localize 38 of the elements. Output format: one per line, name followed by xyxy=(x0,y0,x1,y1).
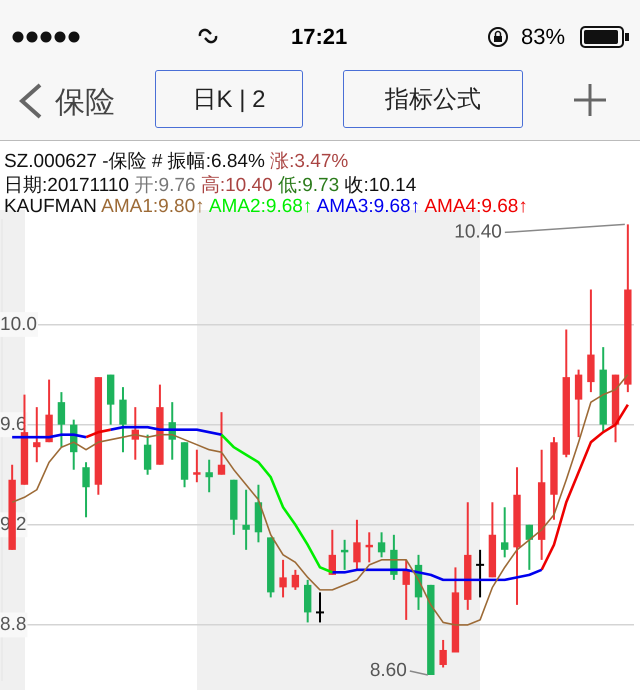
text: KAUFMAN xyxy=(4,196,97,217)
candlestick xyxy=(242,488,250,551)
candlestick xyxy=(378,531,386,558)
candlestick xyxy=(33,406,40,464)
candlestick xyxy=(58,391,66,448)
candlestick xyxy=(402,558,410,621)
candlestick xyxy=(279,558,287,598)
text: 涨:3.47% xyxy=(270,151,348,172)
text: 日期:20171110 xyxy=(4,175,129,196)
text: 低:9.73 xyxy=(278,175,340,196)
candlestick xyxy=(501,506,508,558)
y-tick-label: 10.0 xyxy=(0,314,37,335)
candlestick xyxy=(340,538,348,571)
candlestick xyxy=(82,461,90,518)
candlestick xyxy=(526,524,534,571)
text: 17:21 xyxy=(291,24,348,50)
candlestick xyxy=(193,448,201,484)
text: AMA4:9.68↑ xyxy=(424,196,528,217)
annotation: 10.40 xyxy=(454,222,502,243)
candlestick xyxy=(292,568,300,591)
text: AMA1:9.80↑ xyxy=(101,196,205,217)
candlestick xyxy=(439,638,447,668)
text: 日K | 2 xyxy=(155,70,303,128)
text: AMA3:9.68↑ xyxy=(316,196,420,217)
candlestick xyxy=(366,531,373,564)
y-tick-label: 8.8 xyxy=(0,614,26,636)
text: 高:10.40 xyxy=(200,175,273,196)
candlestick xyxy=(205,458,213,494)
text: 开:9.76 xyxy=(134,175,196,196)
candlestick xyxy=(218,411,226,476)
annotation: 8.60 xyxy=(370,660,407,682)
candlestick xyxy=(353,518,361,571)
chart-title: 保险 xyxy=(55,85,115,121)
text: 指标公式 xyxy=(343,70,523,128)
text: 收:10.14 xyxy=(344,175,416,196)
text: AMA2:9.68↑ xyxy=(208,196,312,217)
text: 83% xyxy=(521,24,566,50)
chart-subtitle: SZ.000627 -保险 # 振幅:6.84% xyxy=(4,151,265,172)
